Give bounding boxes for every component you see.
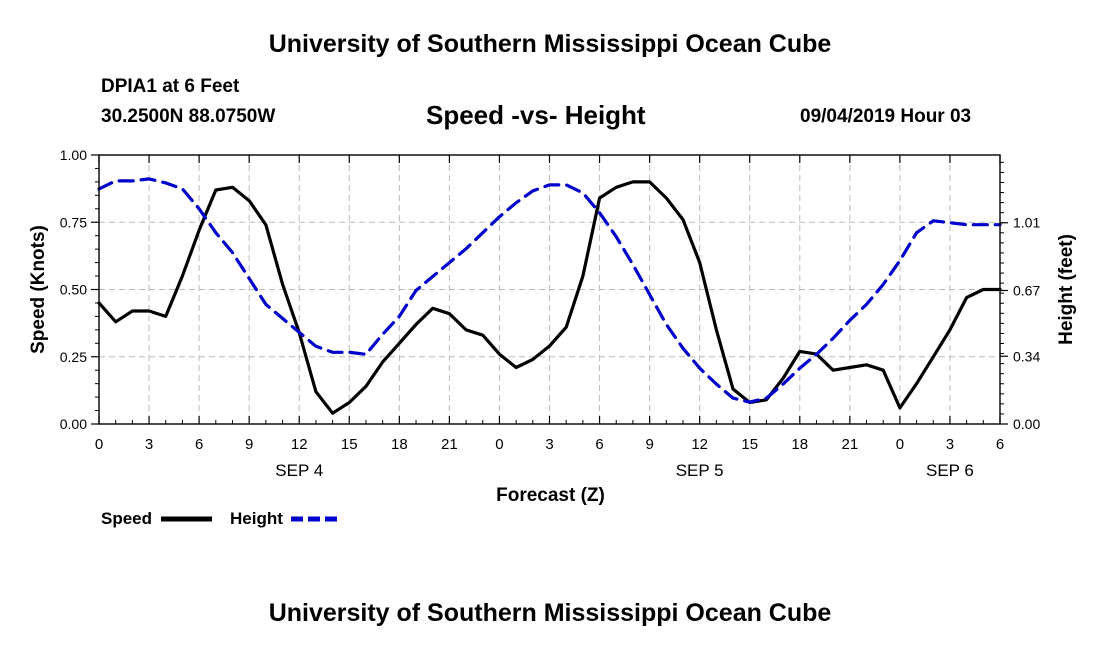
x-tick-label: 0 — [495, 436, 503, 453]
y2-tick-label: 1.01 — [1013, 215, 1040, 231]
legend-label-height: Height — [230, 509, 283, 528]
date-label: SEP 5 — [676, 461, 724, 480]
y-tick-label: 1.00 — [60, 147, 87, 163]
station-label: DPIA1 at 6 Feet — [101, 76, 240, 97]
forecast-datetime: 09/04/2019 Hour 03 — [800, 106, 972, 127]
x-tick-label: 6 — [195, 436, 203, 453]
y-tick-label: 0.00 — [60, 416, 87, 432]
x-axis-label: Forecast (Z) — [496, 485, 605, 506]
page-title-bottom: University of Southern Mississippi Ocean… — [268, 599, 832, 627]
y2-tick-label: 0.34 — [1013, 348, 1040, 364]
series-line-height — [97, 177, 1002, 404]
x-tick-label: 9 — [245, 436, 253, 453]
chart-title: Speed -vs- Height — [426, 100, 646, 130]
legend-label-speed: Speed — [101, 509, 152, 528]
y2-tick-label: 0.00 — [1013, 416, 1040, 432]
plot-frame — [98, 154, 1001, 425]
x-tick-label: 18 — [791, 436, 808, 453]
y-tick-label: 0.50 — [60, 282, 87, 298]
coordinates-label: 30.2500N 88.0750W — [101, 106, 276, 127]
x-tick-label: 3 — [946, 436, 954, 453]
date-label: SEP 6 — [926, 461, 974, 480]
x-tick-label: 18 — [391, 436, 408, 453]
x-tick-label: 15 — [341, 436, 358, 453]
x-tick-label: 21 — [841, 436, 858, 453]
y2-axis-label: Height (feet) — [1056, 234, 1077, 345]
x-tick-label: 12 — [691, 436, 708, 453]
x-tick-label: 21 — [441, 436, 458, 453]
x-tick-label: 15 — [741, 436, 758, 453]
x-tick-label: 3 — [545, 436, 553, 453]
y-tick-label: 0.25 — [60, 349, 87, 365]
series-line-speed — [97, 180, 1002, 415]
y-axis-label: Speed (Knots) — [28, 225, 49, 354]
page-title-top: University of Southern Mississippi Ocean… — [268, 30, 832, 58]
x-tick-label: 9 — [645, 436, 653, 453]
y-tick-label: 0.75 — [60, 214, 87, 230]
date-label: SEP 4 — [275, 461, 323, 480]
x-tick-label: 6 — [595, 436, 603, 453]
x-tick-label: 3 — [145, 436, 153, 453]
x-tick-label: 12 — [291, 436, 308, 453]
x-tick-label: 0 — [95, 436, 103, 453]
x-tick-label: 6 — [996, 436, 1004, 453]
x-tick-label: 0 — [896, 436, 904, 453]
y2-tick-label: 0.67 — [1013, 282, 1040, 298]
